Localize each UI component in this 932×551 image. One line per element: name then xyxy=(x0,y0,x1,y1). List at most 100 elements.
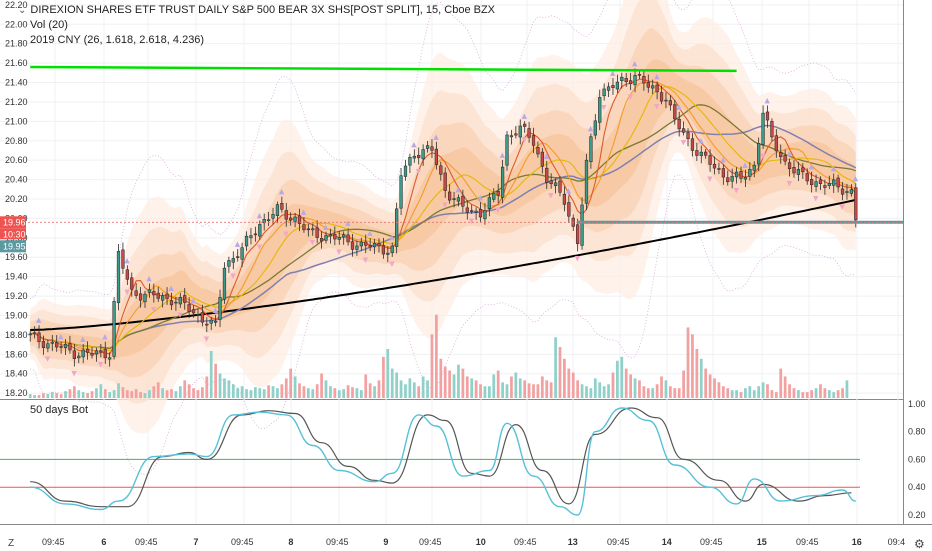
volume-bar xyxy=(240,386,244,398)
countdown-tag xyxy=(0,228,26,240)
gear-icon[interactable]: ⚙ xyxy=(914,537,925,551)
candle xyxy=(500,166,505,198)
volume-bar xyxy=(130,391,134,398)
countdown-label: 10:30 xyxy=(3,229,26,239)
oscillator-title[interactable]: 50 days Bot xyxy=(30,404,89,416)
signal-triangle-down: ▼ xyxy=(601,104,607,112)
candle xyxy=(562,193,567,205)
candle xyxy=(704,151,708,156)
candle xyxy=(717,168,721,170)
volume-bar xyxy=(492,374,496,398)
volume-bar xyxy=(801,392,805,398)
signal-triangle-down: ▼ xyxy=(654,102,660,110)
oscillator-tick-label: 0.60 xyxy=(908,454,926,464)
candle xyxy=(655,84,659,93)
candle xyxy=(761,112,765,145)
candle xyxy=(377,243,381,247)
indicator-label[interactable]: 2019 CNY (26, 1.618, 2.618, 4.236) xyxy=(30,34,205,46)
candle xyxy=(629,80,633,85)
candle xyxy=(121,249,125,269)
signal-triangle-up: ▲ xyxy=(345,219,351,227)
volume-bar xyxy=(112,390,116,398)
candle xyxy=(143,293,147,303)
candle xyxy=(253,233,257,236)
candle xyxy=(214,321,218,323)
candle xyxy=(443,172,447,191)
price-tick-label: 18.20 xyxy=(5,388,28,398)
candle xyxy=(218,297,222,320)
candle xyxy=(390,245,394,253)
volume-bar xyxy=(770,390,774,398)
volume-bar xyxy=(271,386,275,398)
candle xyxy=(686,132,690,140)
signal-triangle-up: ▲ xyxy=(654,72,660,80)
volume-bar xyxy=(174,391,178,398)
volume-bar xyxy=(823,388,827,398)
signal-triangle-down: ▼ xyxy=(177,311,183,319)
candle xyxy=(244,235,249,247)
signal-triangle-up: ▲ xyxy=(58,333,64,341)
volume-bar xyxy=(377,380,381,398)
volume-bar xyxy=(117,383,120,398)
zoom-icon[interactable]: Z xyxy=(8,538,15,549)
volume-bar xyxy=(567,368,571,398)
signal-triangle-up: ▲ xyxy=(809,163,815,171)
volume-bar xyxy=(430,334,434,398)
signal-triangle-down: ▼ xyxy=(151,306,157,314)
cloud-edge xyxy=(29,0,857,300)
candle xyxy=(752,164,756,171)
volume-bar xyxy=(329,386,332,398)
candle xyxy=(734,171,739,178)
candle xyxy=(81,349,85,358)
candle xyxy=(805,173,809,182)
volume-bar xyxy=(505,384,509,398)
price-tick-label: 20.60 xyxy=(5,155,28,165)
volume-bar xyxy=(342,389,346,398)
volume-bar xyxy=(797,390,800,398)
volume-bar xyxy=(298,383,301,398)
ma-21 xyxy=(30,86,857,352)
collapse-icon[interactable]: ⌄ xyxy=(18,5,27,16)
volume-bar xyxy=(677,388,681,398)
time-label: 13 xyxy=(568,537,578,547)
price-tick-label: 21.00 xyxy=(5,116,28,126)
signal-triangle-up: ▲ xyxy=(389,234,395,242)
volume-bar xyxy=(404,384,407,398)
volume-bar xyxy=(183,380,187,398)
candle xyxy=(646,82,650,88)
volume-bar xyxy=(156,382,160,398)
oscillator-tick-label: 1.00 xyxy=(908,399,926,409)
volume-bar xyxy=(638,380,641,398)
candle xyxy=(266,219,271,222)
signal-triangle-down: ▼ xyxy=(98,360,104,368)
volume-bar xyxy=(748,386,752,398)
candle xyxy=(147,289,152,293)
volume-label[interactable]: Vol (20) xyxy=(30,19,68,31)
volume-bar xyxy=(527,383,531,398)
signal-triangle-down: ▼ xyxy=(575,254,581,262)
volume-bar xyxy=(280,384,284,398)
candle xyxy=(187,304,191,312)
price-tick-label: 18.60 xyxy=(5,349,28,359)
candle xyxy=(796,169,801,175)
volume-bar xyxy=(510,376,513,398)
candle xyxy=(695,150,699,156)
symbol-title[interactable]: DIREXION SHARES ETF TRUST DAILY S&P 500 … xyxy=(30,4,496,16)
candle xyxy=(183,295,187,303)
signal-triangle-down: ▼ xyxy=(707,175,713,183)
current-price-tag[interactable] xyxy=(0,216,26,229)
candle xyxy=(271,214,275,219)
signal-triangle-up: ▲ xyxy=(213,306,219,314)
signal-triangle-down: ▼ xyxy=(681,138,687,146)
signal-triangle-down: ▼ xyxy=(813,195,819,203)
time-label: 09:45 xyxy=(326,537,349,547)
signal-triangle-down: ▼ xyxy=(495,206,501,214)
candle xyxy=(589,136,593,163)
volume-bar xyxy=(293,376,297,398)
volume-bar xyxy=(439,358,443,398)
moving-average-long xyxy=(30,198,857,331)
price-tick-label: 19.60 xyxy=(5,252,28,262)
signal-triangle-down: ▼ xyxy=(628,93,634,101)
resistance-line[interactable] xyxy=(30,65,737,73)
